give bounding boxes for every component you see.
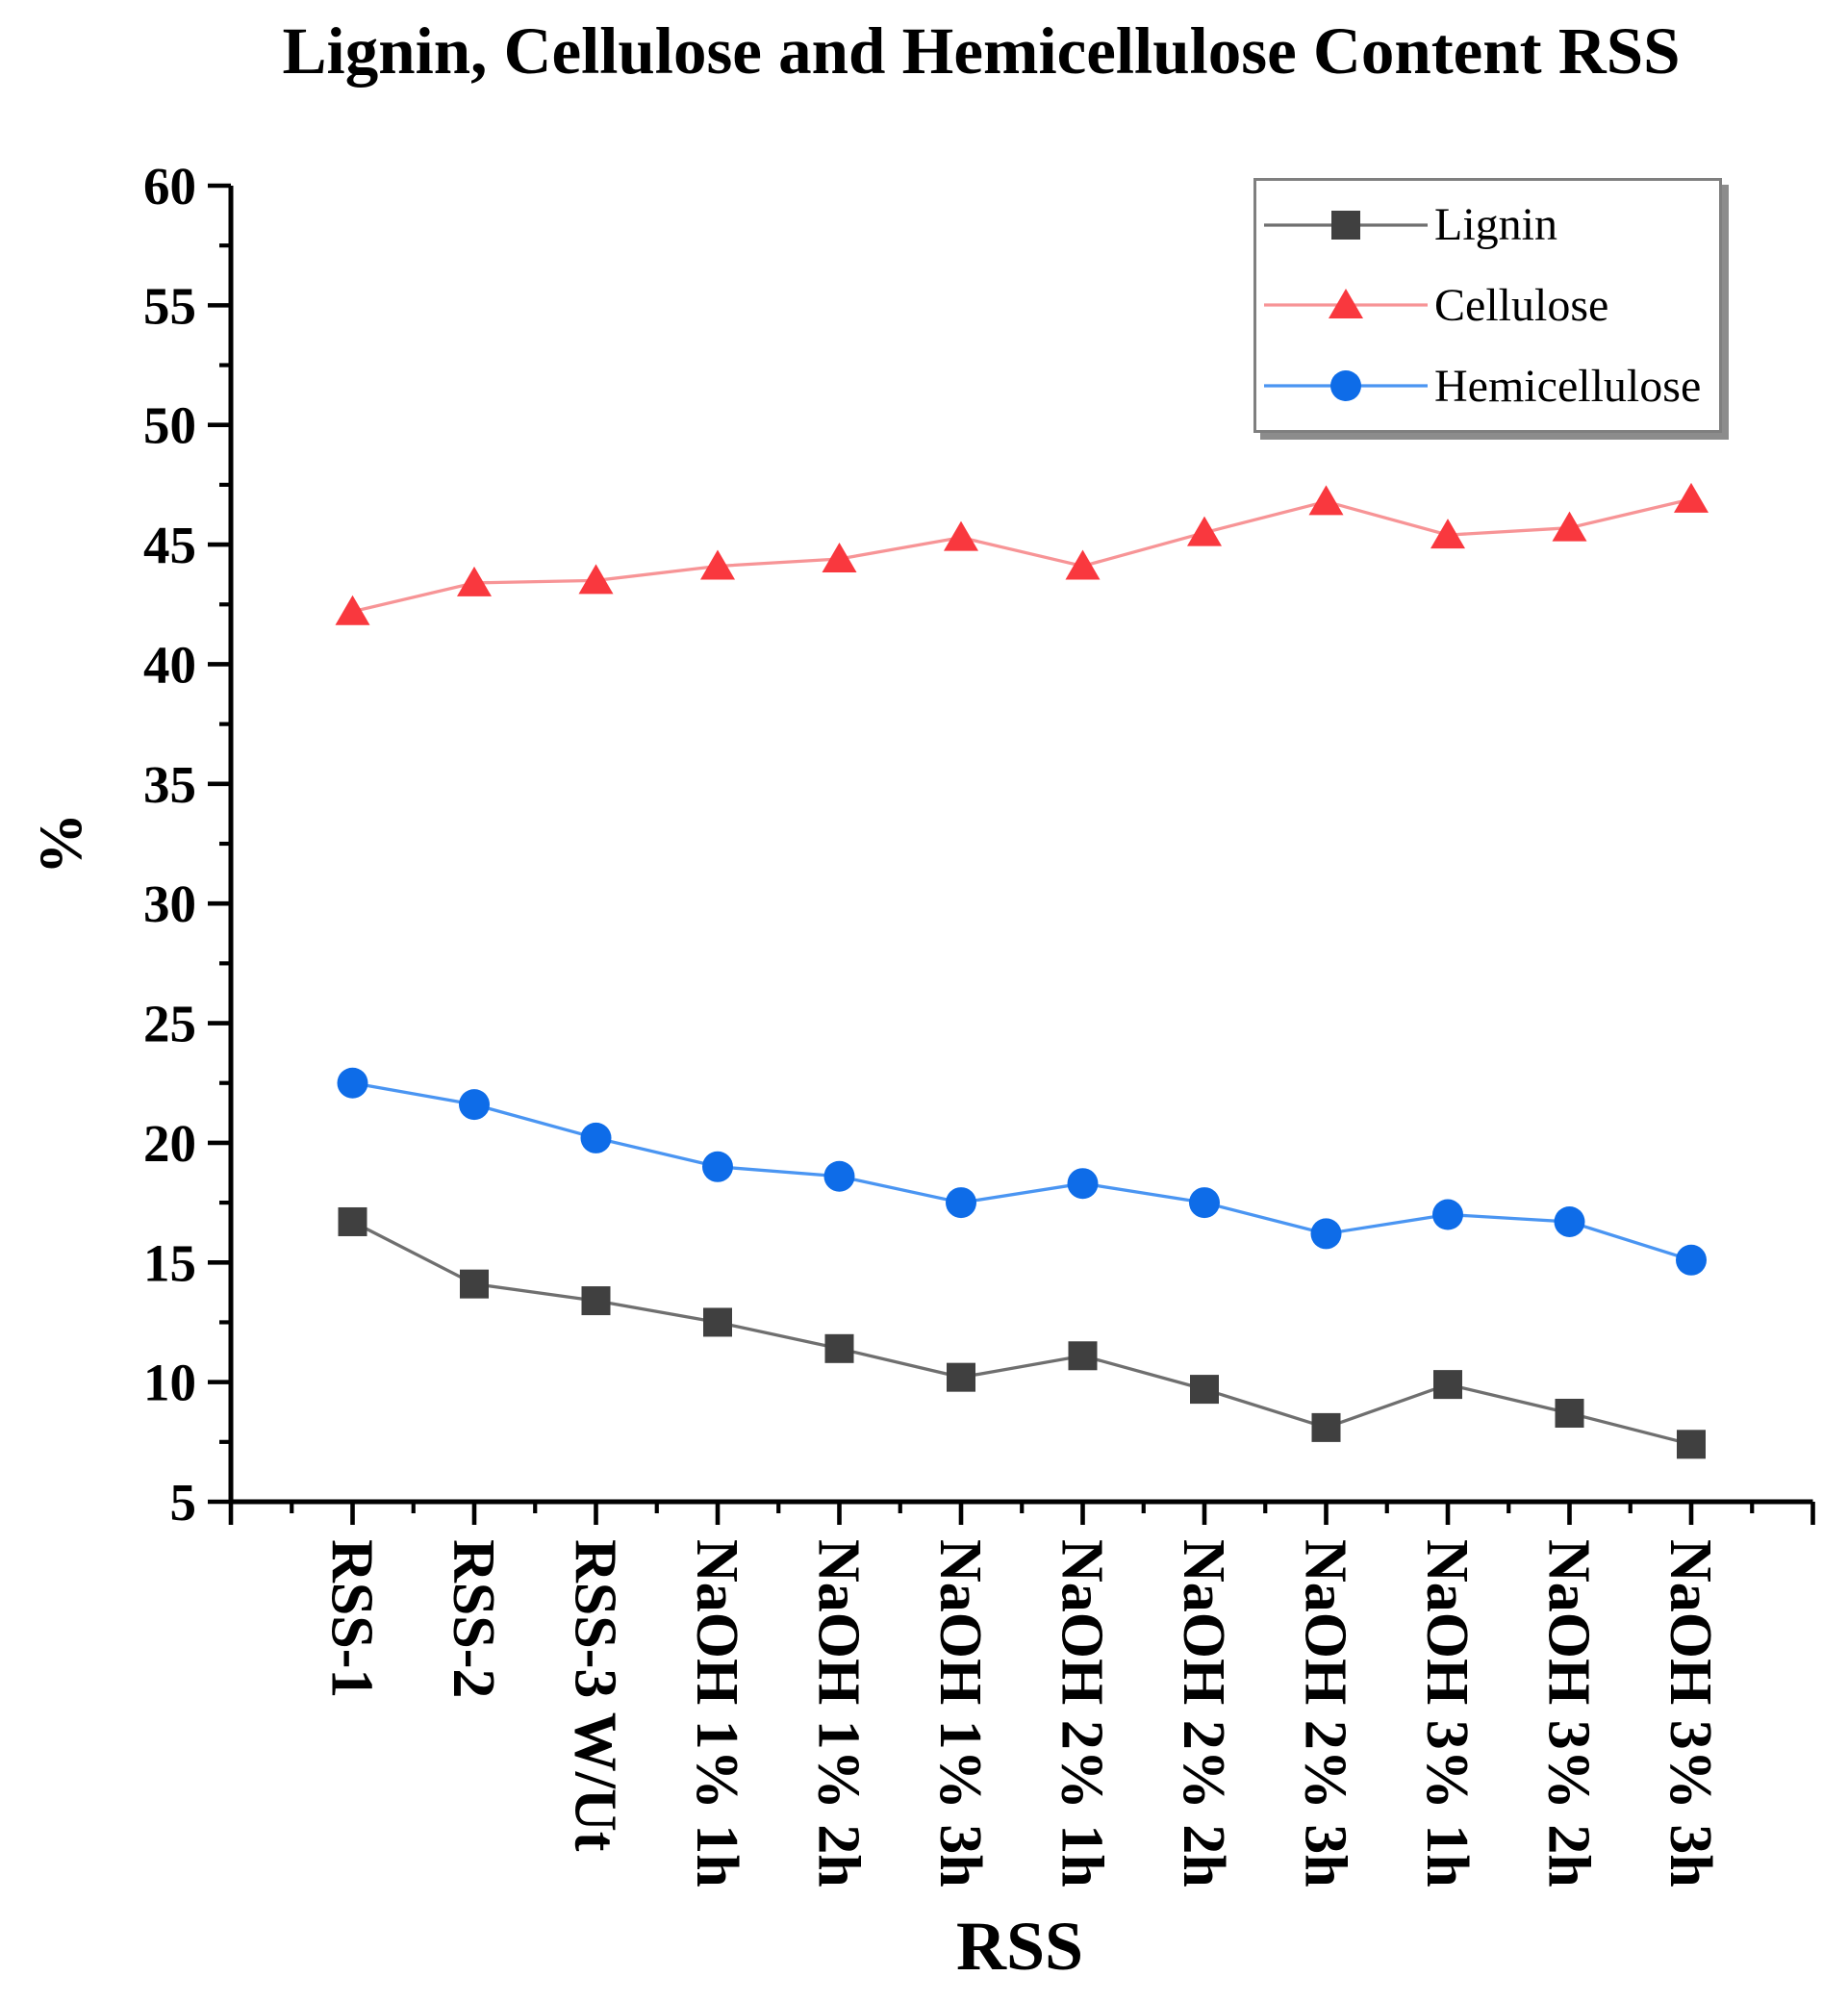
- x-tick-label: NaOH 1% 2h: [806, 1539, 872, 1888]
- y-tick-label: 55: [143, 276, 196, 335]
- legend-label-hemicellulose: Hemicellulose: [1434, 360, 1702, 412]
- lignin-line: [351, 1220, 1692, 1446]
- series-cellulose: [335, 482, 1709, 625]
- cellulose-marker: [578, 564, 614, 595]
- lignin-legend-marker: [1331, 210, 1360, 240]
- series-hemicellulose: [337, 1067, 1707, 1276]
- x-tick-label: RSS-3 W/Ut: [563, 1539, 628, 1852]
- x-tick-label: NaOH 2% 3h: [1293, 1539, 1358, 1888]
- hemicellulose-marker: [1554, 1205, 1585, 1237]
- x-tick-label: NaOH 3% 2h: [1536, 1539, 1602, 1888]
- y-axis-tick-labels: 60 55 50 45 40 35 30 25 20 15 10 5: [143, 157, 196, 1532]
- legend-entry-hemicellulose: Hemicellulose: [1256, 347, 1719, 424]
- series-lignin: [338, 1206, 1706, 1459]
- hemicellulose-marker: [459, 1089, 490, 1121]
- y-tick-label: 10: [143, 1354, 196, 1412]
- cellulose-marker: [944, 520, 978, 551]
- x-tick-label: NaOH 2% 2h: [1171, 1539, 1236, 1888]
- lignin-marker: [947, 1362, 975, 1392]
- lignin-marker: [338, 1206, 367, 1236]
- cellulose-marker: [1430, 519, 1465, 549]
- hemicellulose-line: [352, 1081, 1692, 1262]
- hemicellulose-marker: [1189, 1187, 1220, 1219]
- cellulose-marker: [335, 595, 370, 625]
- cellulose-marker: [700, 549, 735, 580]
- hemicellulose-legend-marker-icon: [1264, 370, 1428, 402]
- hemicellulose-marker: [1676, 1244, 1707, 1276]
- y-tick-label: 30: [143, 874, 196, 933]
- x-tick-label: NaOH 1% 1h: [684, 1539, 749, 1888]
- lignin-marker: [581, 1286, 611, 1316]
- x-axis-ticks: [228, 1502, 1815, 1525]
- x-tick-label: NaOH 3% 3h: [1658, 1539, 1723, 1888]
- hemicellulose-legend-marker: [1330, 370, 1361, 402]
- x-tick-label: RSS-1: [319, 1539, 385, 1698]
- x-tick-label: RSS-2: [441, 1539, 506, 1698]
- legend-entry-cellulose: Cellulose: [1256, 266, 1719, 343]
- hemicellulose-marker: [1310, 1218, 1342, 1250]
- hemicellulose-marker: [702, 1151, 733, 1182]
- cellulose-marker: [1308, 485, 1344, 516]
- y-tick-label: 15: [143, 1233, 196, 1292]
- lignin-marker: [703, 1307, 732, 1337]
- lignin-marker: [460, 1269, 489, 1299]
- cellulose-legend-marker: [1329, 289, 1363, 319]
- legend-entry-lignin: Lignin: [1256, 187, 1719, 264]
- x-tick-label: NaOH 1% 3h: [927, 1539, 993, 1888]
- y-tick-label: 50: [143, 396, 196, 455]
- chart-title: Lignin, Cellulose and Hemicellulose Cont…: [282, 14, 1681, 88]
- cellulose-marker: [822, 543, 857, 573]
- y-tick-label: 60: [143, 157, 196, 215]
- lignin-legend-marker-icon: [1264, 210, 1428, 240]
- y-tick-label: 40: [143, 635, 196, 694]
- legend: Lignin Cellulose Hemicellulose: [1253, 178, 1722, 433]
- x-axis-tick-labels: RSS-1 RSS-2 RSS-3 W/Ut NaOH 1% 1h NaOH 1% 2h…: [319, 1539, 1724, 1888]
- cellulose-marker: [1187, 516, 1222, 546]
- hemicellulose-marker: [1067, 1168, 1099, 1200]
- y-tick-label: 25: [143, 995, 196, 1053]
- lignin-marker: [1311, 1412, 1341, 1442]
- cellulose-marker: [1065, 549, 1101, 580]
- y-tick-label: 5: [170, 1473, 197, 1532]
- y-tick-label: 20: [143, 1114, 196, 1173]
- hemicellulose-marker: [337, 1067, 368, 1099]
- legend-label-cellulose: Cellulose: [1434, 279, 1609, 331]
- y-axis-title: %: [26, 813, 94, 874]
- y-tick-label: 35: [143, 755, 196, 814]
- hemicellulose-marker: [946, 1187, 976, 1219]
- hemicellulose-marker: [580, 1122, 612, 1153]
- cellulose-marker: [1552, 511, 1587, 542]
- x-axis-title: RSS: [955, 1908, 1084, 1985]
- x-tick-label: NaOH 3% 1h: [1414, 1539, 1480, 1888]
- lignin-marker: [1555, 1398, 1584, 1428]
- legend-label-lignin: Lignin: [1434, 199, 1557, 251]
- cellulose-line: [352, 497, 1692, 614]
- x-tick-label: NaOH 2% 1h: [1050, 1539, 1115, 1888]
- lignin-marker: [1068, 1341, 1098, 1371]
- y-tick-label: 45: [143, 516, 196, 574]
- lignin-marker: [1433, 1370, 1462, 1400]
- lignin-marker: [824, 1333, 854, 1363]
- cellulose-legend-marker-icon: [1264, 289, 1428, 319]
- cellulose-marker: [1674, 482, 1709, 513]
- y-axis-ticks: [208, 183, 231, 1505]
- hemicellulose-marker: [1432, 1199, 1463, 1230]
- cellulose-marker: [457, 566, 492, 596]
- lignin-marker: [1190, 1375, 1219, 1405]
- lignin-marker: [1677, 1430, 1706, 1459]
- hemicellulose-marker: [823, 1160, 855, 1192]
